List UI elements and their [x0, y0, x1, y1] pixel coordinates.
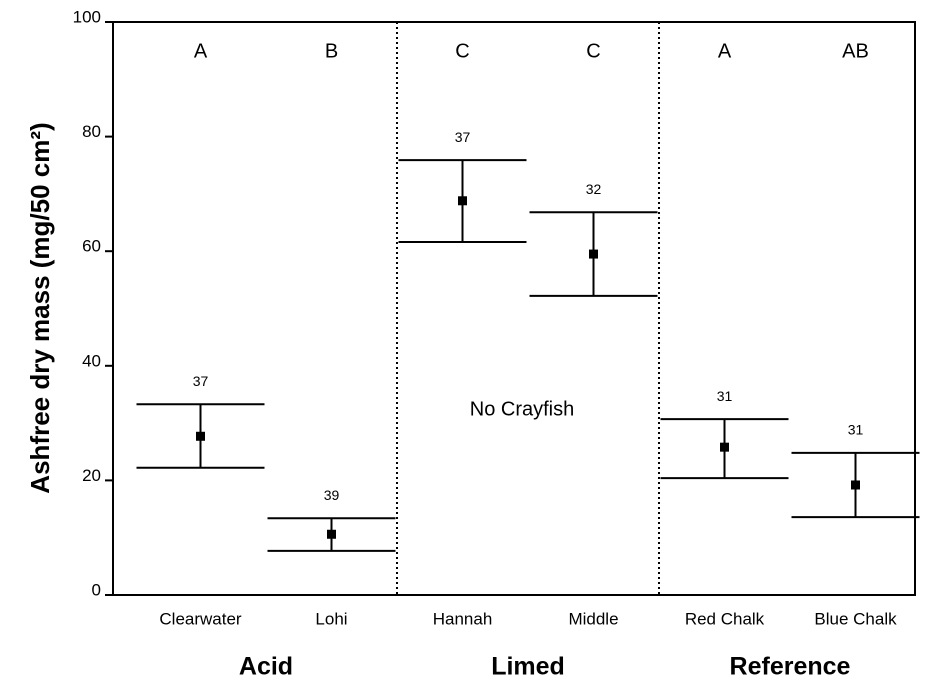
mean-marker [196, 431, 205, 441]
sample-size-label: 31 [848, 422, 864, 438]
group-label: Limed [491, 653, 565, 681]
group-letter: AB [842, 40, 869, 62]
y-tick-label: 100 [73, 7, 101, 26]
y-tick-label: 60 [82, 237, 101, 256]
y-axis-label: Ashfree dry mass (mg/50 cm²) [25, 122, 55, 493]
group-letter: A [718, 40, 732, 62]
group-letter: B [325, 40, 338, 62]
group-label: Acid [239, 653, 293, 681]
mean-marker [720, 442, 729, 452]
mean-marker [327, 529, 336, 539]
x-tick-label: Red Chalk [685, 609, 765, 628]
plot-frame [112, 21, 916, 596]
sample-size-label: 31 [717, 388, 733, 404]
mean-marker [589, 249, 598, 259]
y-tick-label: 80 [82, 122, 101, 141]
group-letter: C [586, 40, 600, 62]
x-tick-label: Clearwater [159, 609, 242, 628]
mean-marker [458, 196, 467, 206]
group-letter: C [455, 40, 469, 62]
y-tick-label: 40 [82, 351, 101, 370]
sample-size-label: 32 [586, 181, 602, 197]
x-tick-label: Blue Chalk [814, 609, 897, 628]
x-tick-label: Lohi [315, 609, 347, 628]
annotation: No Crayfish [470, 398, 574, 420]
y-tick-label: 0 [92, 580, 101, 599]
sample-size-label: 37 [193, 373, 209, 389]
y-tick-label: 20 [82, 466, 101, 485]
x-tick-label: Middle [568, 609, 618, 628]
x-tick-label: Hannah [433, 609, 493, 628]
mean-marker [851, 480, 860, 490]
sample-size-label: 39 [324, 487, 340, 503]
sample-size-label: 37 [455, 129, 471, 145]
group-label: Reference [730, 653, 851, 681]
group-letter: A [194, 40, 208, 62]
